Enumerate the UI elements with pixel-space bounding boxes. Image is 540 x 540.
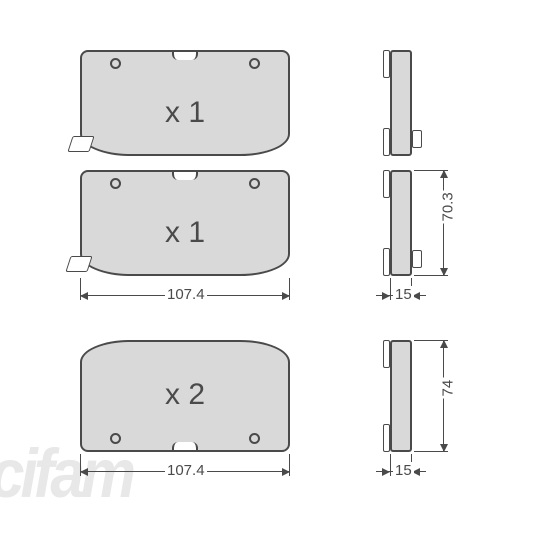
arrow-icon [382,292,390,300]
arrow-icon [440,268,448,276]
arrow-icon [282,468,290,476]
dim-extension [390,278,391,300]
arrow-icon [80,292,88,300]
brake-pad-3: x 2 [80,340,290,452]
brake-pad-side-1 [390,50,412,156]
pad-notch [172,170,198,180]
mounting-hole [249,178,260,189]
side-detail [383,248,390,276]
brake-pad-side-2 [390,170,412,276]
mounting-hole [249,433,260,444]
side-detail [412,250,422,268]
arrow-icon [440,340,448,348]
quantity-label: x 2 [165,378,205,412]
wear-clip [65,256,92,272]
arrow-icon [440,444,448,452]
side-detail [383,424,390,452]
dimension-value: 107.4 [165,462,207,479]
mounting-hole [249,58,260,69]
brake-pad-2: x 1 [80,170,290,276]
dim-extension [390,454,391,476]
dimension-value: 15 [393,286,414,303]
mounting-hole [110,58,121,69]
side-detail [383,50,390,78]
side-detail [383,340,390,368]
dimension-value: 107.4 [165,286,207,303]
pad-notch [172,50,198,60]
mounting-hole [110,433,121,444]
dimension-value: 70.3 [440,190,457,223]
wear-clip [67,136,94,152]
brake-pad-1: x 1 [80,50,290,156]
side-detail [412,130,422,148]
dimension-value: 74 [440,378,457,399]
quantity-label: x 1 [165,96,205,130]
mounting-hole [110,178,121,189]
arrow-icon [440,170,448,178]
brake-pad-side-3 [390,340,412,452]
arrow-icon [80,468,88,476]
side-detail [383,128,390,156]
pad-notch [172,442,198,452]
quantity-label: x 1 [165,216,205,250]
arrow-icon [282,292,290,300]
side-detail [383,170,390,198]
arrow-icon [382,468,390,476]
dimension-value: 15 [393,462,414,479]
